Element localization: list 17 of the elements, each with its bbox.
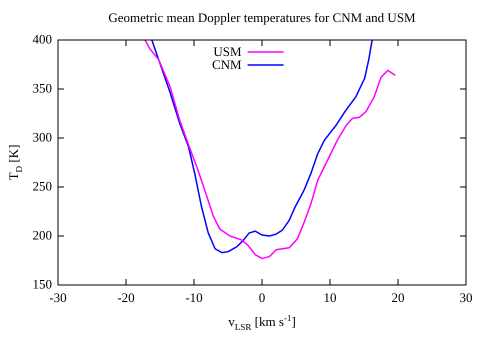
x-tick-label: 0 <box>258 290 266 306</box>
y-axis-title: TD [K] <box>6 144 24 180</box>
chart-title: Geometric mean Doppler temperatures for CNM and USM <box>108 10 416 25</box>
y-tick-label: 150 <box>32 276 52 292</box>
x-tick-label: -30 <box>49 290 67 306</box>
y-tick-label: 250 <box>32 178 52 194</box>
x-tick-label: -10 <box>185 290 203 306</box>
y-tick-label: 200 <box>32 227 52 242</box>
x-tick-label: 20 <box>392 290 404 306</box>
legend-label: CNM <box>212 57 242 72</box>
legend-label: USM <box>213 44 242 59</box>
y-tick-label: 300 <box>32 129 52 144</box>
x-tick-label: -20 <box>117 290 135 306</box>
x-tick-label: 10 <box>324 290 336 306</box>
y-tick-label: 350 <box>32 80 52 96</box>
y-tick-label: 400 <box>32 31 52 46</box>
x-tick-label: 30 <box>460 290 472 306</box>
